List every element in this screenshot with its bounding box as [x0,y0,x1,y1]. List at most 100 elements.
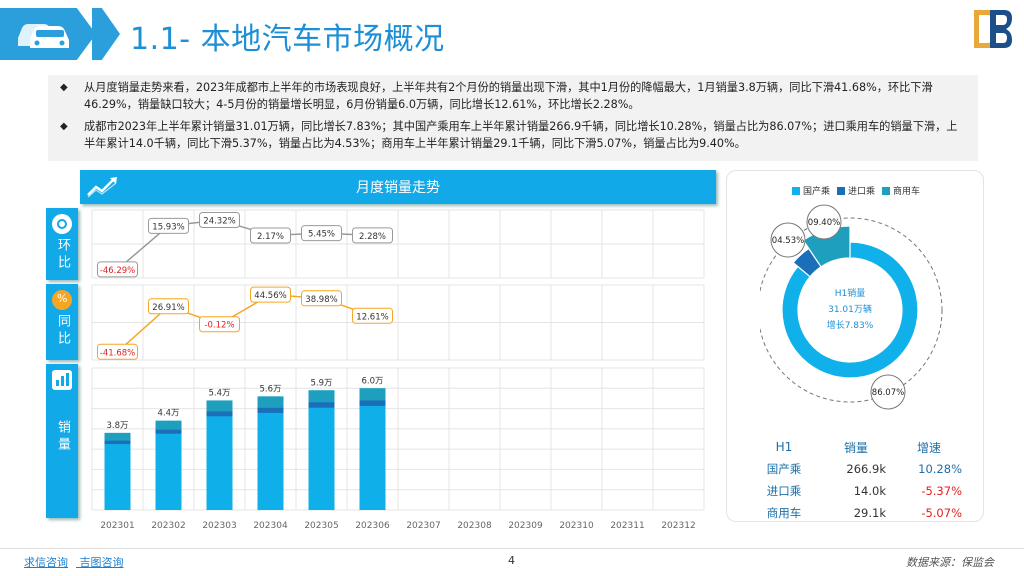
diamond-bullet-icon: ◆ [60,121,68,132]
bar-import [206,411,233,417]
mom-point-box [199,211,240,228]
yoy-point-box [301,290,342,307]
x-tick-label: 202310 [559,521,594,531]
mom-point-box [250,227,291,244]
tab-mom-label: 环比 [55,238,70,272]
sales-bar [104,432,131,510]
mom-point-box [148,217,189,234]
donut-callout [870,374,906,410]
bar-commercial [359,388,386,401]
yoy-point-label: 26.91% [152,303,184,313]
mom-grid [91,209,705,279]
bar-import [257,407,284,413]
donut-callout-label: 04.53% [772,236,804,246]
x-tick-label: 202305 [304,521,338,531]
tab-sales[interactable]: 销量 [46,364,78,518]
donut-center-text: H1销量 [835,287,866,299]
yoy-point-label: 12.61% [356,312,388,322]
footer-link-qiuxin[interactable]: 求信咨询 [24,556,68,569]
donut-dashed-ring [760,217,943,403]
tab-yoy[interactable]: % 同比 [46,284,78,360]
yoy-point-box [148,298,189,315]
sales-bar [155,420,182,510]
yoy-point-label: 38.98% [305,295,337,305]
x-tick-label: 202312 [661,521,695,531]
bar-commercial [308,390,335,403]
sales-bar [257,396,284,510]
h1-row-sales: 14.0k [853,484,886,498]
tab-yoy-label: 同比 [55,314,70,348]
yoy-point-label: -41.68% [100,348,135,358]
bar-value-label: 3.8万 [106,421,128,431]
summary-text-2: 成都市2023年上半年累计销量31.01万辆，同比增长7.83%；其中国产乘用车… [84,120,958,150]
summary-box: ◆ 从月度销量走势来看，2023年成都市上半年的市场表现良好，上半年共有2个月份… [48,75,978,161]
bar-value-label: 6.0万 [361,376,383,386]
h1-table: H1 销量 增速 国产乘 266.9k 10.28% 进口乘 14.0k -5.37% 商用… [752,436,972,524]
h1-table-row: 国产乘 266.9k 10.28% [752,458,972,480]
bar-value-label: 5.4万 [208,388,230,398]
x-tick-label: 202308 [457,521,492,531]
percent-icon: % [52,290,72,310]
h1-table-row: 进口乘 14.0k -5.37% [752,480,972,502]
donut-callout [806,204,842,240]
yoy-point-label: 44.56% [254,291,286,301]
h1-row-name: 进口乘 [766,484,802,498]
tab-mom[interactable]: 环比 [46,208,78,280]
footer-link-jitu[interactable]: 吉图咨询 [79,556,124,569]
legend-item-import: 进口乘 [837,184,875,197]
x-tick-label: 202303 [202,521,236,531]
bar-domestic [104,432,131,510]
summary-bullet: ◆ 成都市2023年上半年累计销量31.01万辆，同比增长7.83%；其中国产乘… [56,119,968,152]
donut-callout-label: 86.07% [872,388,904,398]
x-tick-label: 202309 [508,521,543,531]
h1-table-header: H1 销量 增速 [775,440,941,455]
donut-center-text: 增长7.83% [827,319,874,331]
tab-sales-label: 销量 [55,420,70,454]
legend-item-commercial: 商用车 [882,184,920,197]
h1-row-name: 国产乘 [766,462,802,476]
header: 1.1- 本地汽车市场概况 [0,0,1024,72]
mom-point-label: 24.32% [203,216,235,226]
bar-commercial [206,400,233,412]
sales-bar [359,388,386,510]
bar-domestic [155,420,182,510]
legend-item-domestic: 国产乘 [792,184,830,197]
h1-row-growth: -5.07% [921,506,962,520]
page-number: 4 [508,554,515,567]
bar-domestic [257,396,284,510]
donut-hole [800,260,900,360]
mom-point-box [301,225,342,242]
donut-slice-domestic [781,241,919,379]
bar-commercial [257,396,284,408]
mom-point-label: 2.17% [257,232,284,242]
header-chevron [92,8,120,60]
bar-domestic [308,390,335,510]
x-tick-label: 202302 [151,521,185,531]
bar-import [155,429,182,434]
donut-panel [726,170,984,522]
h1-row-growth: -5.37% [921,484,962,498]
h1-row-growth: 10.28% [918,462,962,476]
x-tick-label: 202301 [100,521,134,531]
bar-import [359,400,386,406]
bar-value-label: 4.4万 [157,409,179,419]
car-icon [18,24,69,48]
mom-point-label: 15.93% [152,222,184,232]
bar-commercial [104,432,131,441]
bar-domestic [359,388,386,510]
yoy-point-box [250,286,291,303]
donut-center-text: 31.01万辆 [828,303,872,315]
x-tick-label: 202304 [253,521,288,531]
x-tick-label: 202306 [355,521,390,531]
mom-point-label: -46.29% [100,266,135,276]
bar-import [104,440,131,445]
yoy-point-box [97,343,138,360]
monthly-sales-chart: 3.8万 4.4万 5.4万 5.6万 5.9万 6.0万 202301 202302 2023… [91,209,705,531]
h1-row-name: 商用车 [766,506,802,520]
diamond-bullet-icon: ◆ [60,82,68,93]
bar-import [308,402,335,408]
company-logo [974,10,1012,48]
target-icon [52,214,72,234]
footer-links: 求信咨询 吉图咨询 [24,554,132,570]
